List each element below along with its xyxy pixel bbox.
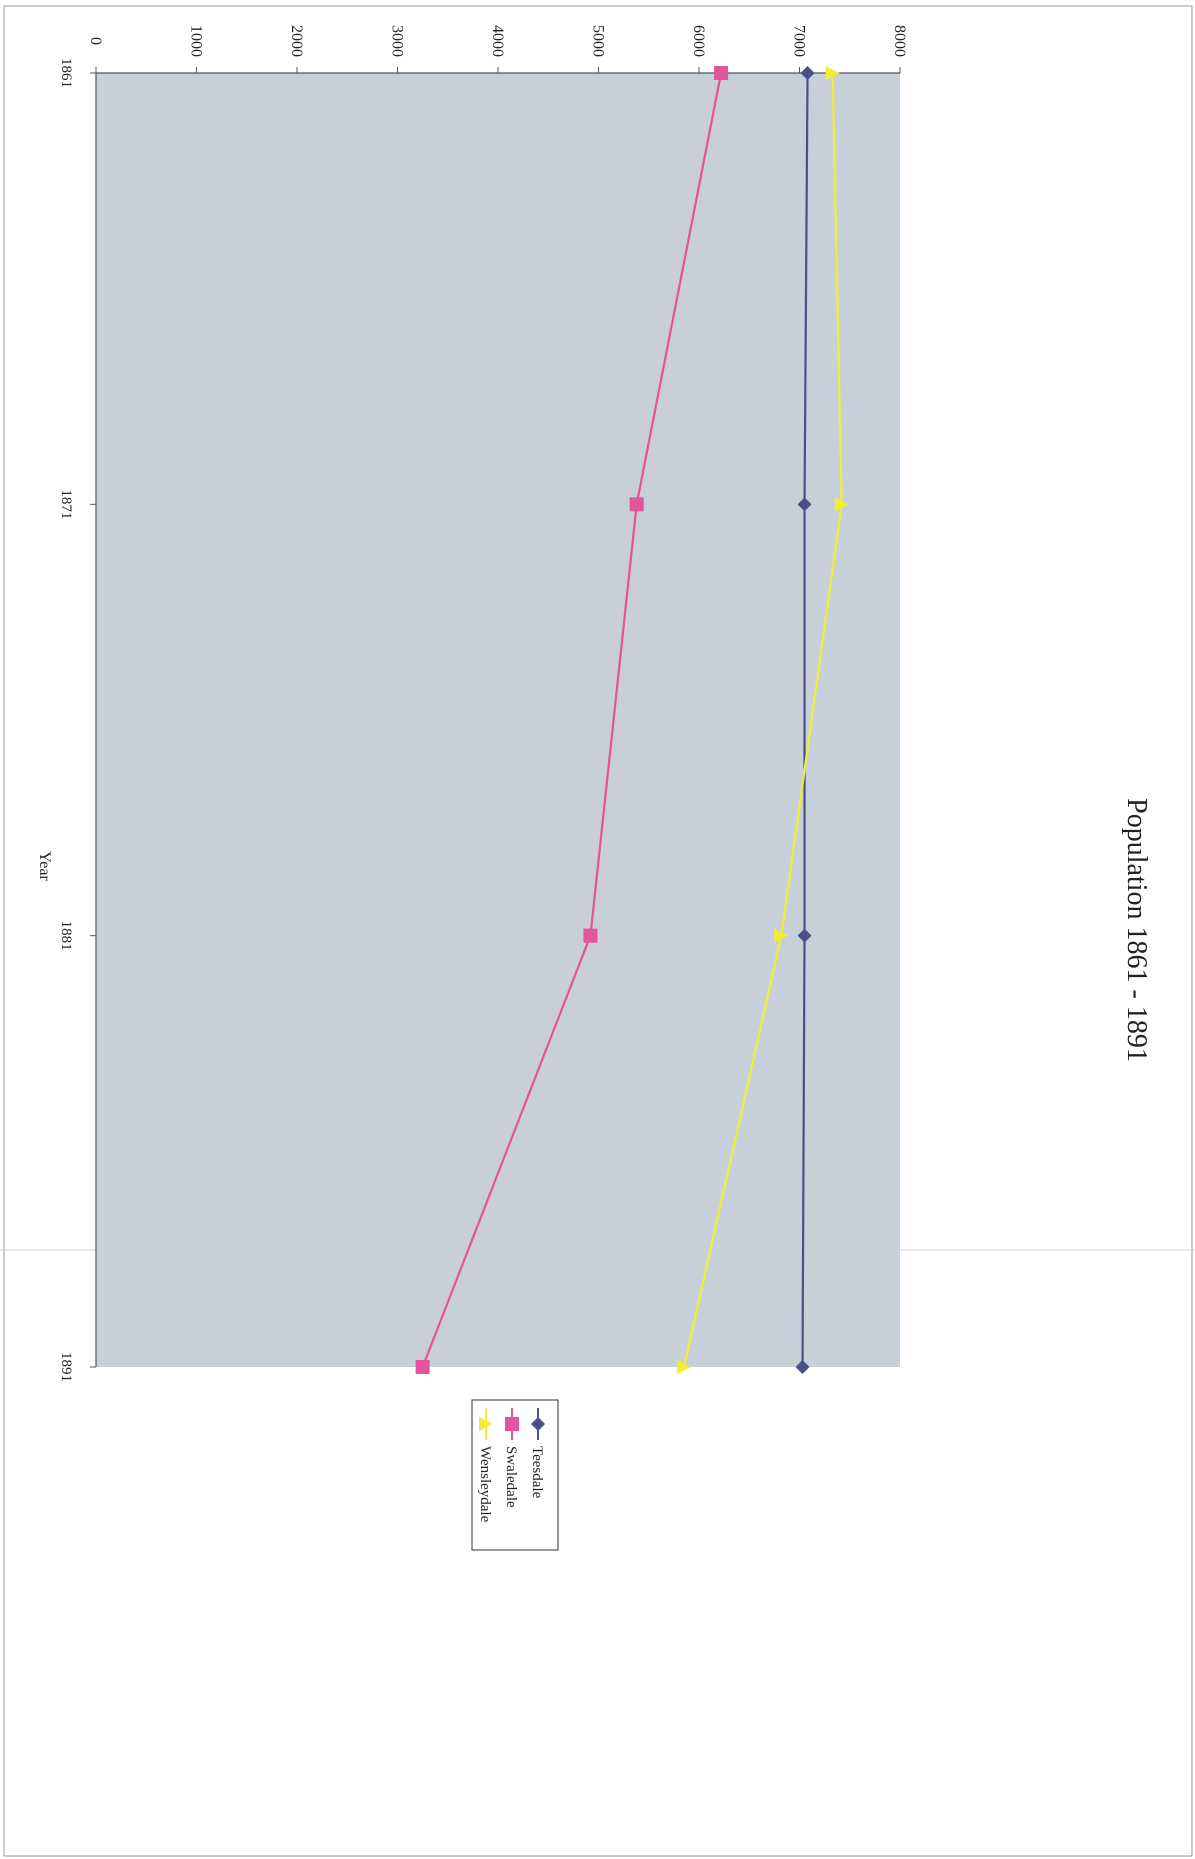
data-point-wensleydale	[774, 928, 789, 943]
y-tick-label: 1000	[188, 25, 205, 57]
series-swaledale	[415, 66, 729, 1374]
legend-label: Wensleydale	[477, 1446, 493, 1523]
data-point-swaledale	[583, 928, 598, 943]
x-tick-label: 1891	[58, 1352, 74, 1382]
y-tick-label: 3000	[389, 25, 406, 57]
legend-swatch-marker	[479, 1417, 493, 1431]
y-tick-label: 5000	[590, 25, 607, 57]
series-teesdale	[795, 66, 815, 1374]
legend: Teesdale Swaledale Wensleydale	[471, 1399, 559, 1551]
data-point-teesdale	[795, 1360, 810, 1374]
x-tick-label: 1881	[58, 921, 74, 951]
plot-background	[96, 73, 900, 1367]
y-tick-label: 4000	[489, 25, 506, 57]
y-tick-label: 8000	[891, 25, 908, 57]
legend-item-wensleydale: Wensleydale	[477, 1408, 493, 1523]
data-point-teesdale	[797, 497, 812, 512]
data-point-wensleydale	[825, 66, 840, 80]
data-point-wensleydale	[676, 1360, 691, 1374]
chart-title: Population 1861 - 1891	[1121, 798, 1152, 1062]
legend-item-swaledale: Swaledale	[503, 1408, 519, 1508]
y-axis-ticks: 0 1000 2000 3000 4000 5000 6000 7000 8000	[87, 25, 908, 73]
y-tick-label: 2000	[288, 25, 305, 57]
legend-label: Teesdale	[529, 1446, 545, 1499]
legend-swatch-marker	[505, 1417, 519, 1431]
y-tick-label: 6000	[690, 25, 707, 57]
series-line-teesdale	[801, 72, 809, 1368]
legend-label: Swaledale	[503, 1446, 519, 1508]
y-tick-label: 7000	[791, 25, 808, 57]
outer-frame	[3, 5, 1193, 1857]
data-point-teesdale	[797, 928, 812, 943]
data-point-swaledale	[714, 66, 729, 80]
data-point-swaledale	[629, 497, 644, 512]
x-axis-ticks: 1861 1871 1881 1891	[58, 58, 96, 1382]
x-tick-label: 1861	[58, 58, 74, 88]
legend-swatch-marker	[531, 1417, 545, 1431]
x-axis-label: Year	[36, 851, 53, 881]
series-wensleydale	[676, 66, 849, 1374]
data-point-swaledale	[415, 1360, 430, 1374]
series-layer	[415, 66, 849, 1374]
series-line-wensleydale	[682, 72, 843, 1368]
data-point-wensleydale	[834, 497, 849, 512]
plot-area	[95, 72, 900, 1367]
x-tick-label: 1871	[58, 489, 74, 519]
data-point-teesdale	[800, 66, 815, 80]
legend-item-teesdale: Teesdale	[529, 1408, 545, 1499]
series-line-swaledale	[421, 72, 723, 1368]
y-tick-label: 0	[87, 37, 104, 45]
